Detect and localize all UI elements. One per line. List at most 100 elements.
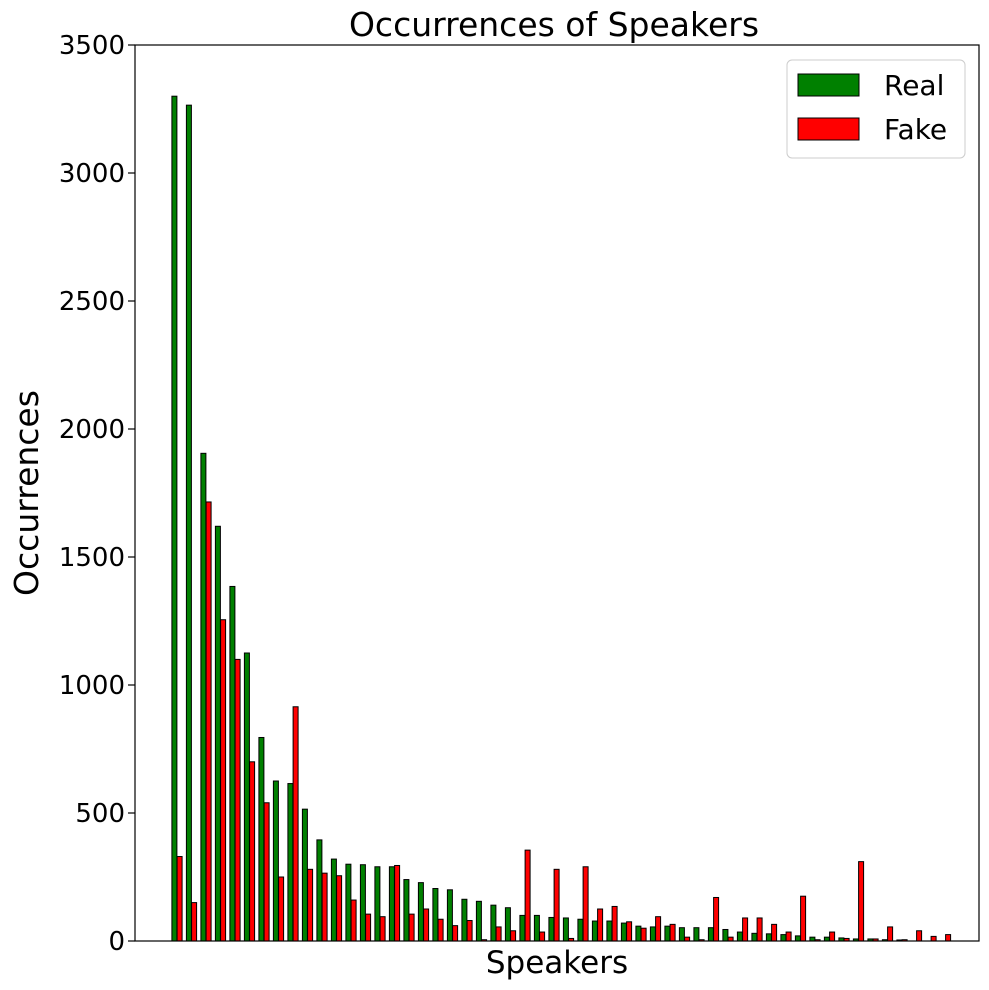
bar-fake — [365, 913, 372, 942]
bar-real — [765, 933, 772, 942]
bar-real — [577, 918, 584, 942]
bar-real — [548, 916, 555, 942]
bar-real — [330, 858, 337, 942]
bar-fake — [945, 934, 952, 942]
bar-real — [258, 736, 265, 942]
bar-real — [707, 927, 714, 942]
bar-fake — [278, 876, 285, 942]
bar-fake — [524, 849, 531, 942]
legend-label-fake: Fake — [884, 113, 947, 146]
bar-fake — [640, 927, 647, 942]
bar-real — [664, 925, 671, 942]
bar-fake — [553, 868, 560, 942]
bar-real — [345, 863, 352, 942]
legend-label-real: Real — [884, 69, 944, 102]
y-tick-label: 3500 — [59, 31, 125, 61]
bar-fake — [539, 931, 546, 942]
bar-fake — [858, 861, 865, 942]
bar-real — [635, 925, 642, 942]
bar-fake — [336, 875, 343, 942]
bar-real — [736, 931, 743, 942]
bar-fake — [597, 908, 604, 942]
bar-fake — [887, 926, 894, 942]
bar-real — [301, 808, 308, 942]
bar-real — [214, 525, 221, 942]
bar-fake — [626, 921, 633, 942]
bar-real — [185, 104, 192, 942]
bar-real — [693, 927, 700, 942]
bar-real — [446, 889, 453, 942]
bar-real — [272, 780, 279, 942]
bar-real — [678, 927, 685, 942]
bar-real — [403, 879, 410, 942]
bar-fake — [452, 925, 459, 942]
bar-real — [562, 917, 569, 942]
bar-fake — [292, 706, 299, 942]
bar-fake — [176, 856, 183, 942]
y-tick-label: 1000 — [59, 671, 125, 701]
bar-real — [229, 585, 236, 942]
bar-real — [591, 920, 598, 942]
bar-fake — [756, 917, 763, 942]
bar-real — [200, 452, 207, 942]
bar-fake — [611, 905, 618, 942]
bar-fake — [234, 658, 241, 942]
bar-fake — [655, 916, 662, 942]
legend: Real Fake — [786, 59, 966, 159]
bar-fake — [466, 920, 473, 942]
bar-real — [606, 920, 613, 942]
bar-real — [475, 900, 482, 942]
bar-fake — [205, 501, 212, 942]
legend-swatch-fake — [797, 117, 860, 141]
bar-real — [504, 907, 511, 942]
bar-fake — [742, 917, 749, 942]
bar-fake — [582, 866, 589, 942]
y-tick-label: 500 — [75, 799, 125, 829]
bar-fake — [669, 923, 676, 942]
plot-frame — [134, 44, 980, 942]
bar-fake — [408, 913, 415, 942]
bar-fake — [785, 931, 792, 942]
bar-fake — [713, 896, 720, 942]
bar-fake — [771, 923, 778, 942]
bar-real — [374, 866, 381, 942]
y-axis-ticks: 0 500 1000 1500 2000 2500 3000 3500 — [59, 31, 135, 957]
bar-real — [432, 888, 439, 942]
y-tick-label: 1500 — [59, 543, 125, 573]
y-tick-label: 0 — [108, 927, 125, 957]
bar-fake — [829, 931, 836, 942]
bar-fake — [307, 868, 314, 942]
bar-fake — [263, 802, 270, 942]
bar-fake — [321, 872, 328, 942]
bar-real — [316, 839, 323, 942]
bar-fake — [220, 619, 227, 942]
y-axis-label: Occurrences — [7, 390, 46, 596]
bar-real — [490, 904, 497, 942]
bar-fake — [379, 916, 386, 942]
bar-real — [388, 866, 395, 942]
bar-real — [780, 934, 787, 942]
bar-real — [519, 914, 526, 942]
bar-real — [751, 932, 758, 942]
legend-swatch-real — [797, 73, 860, 97]
y-tick-label: 2500 — [59, 287, 125, 317]
bar-fake — [350, 899, 357, 942]
bar-fake — [930, 935, 937, 942]
x-axis-label: Speakers — [486, 945, 628, 981]
bar-fake — [916, 930, 923, 942]
y-tick-label: 2000 — [59, 415, 125, 445]
bar-fake — [394, 864, 401, 942]
bar-real — [417, 882, 424, 942]
bar-real — [461, 898, 468, 942]
bar-real — [620, 922, 627, 942]
chart-bars — [171, 95, 952, 942]
bar-fake — [191, 902, 198, 942]
bar-real — [649, 926, 656, 942]
bar-real — [287, 783, 294, 942]
bar-real — [794, 935, 801, 942]
bar-fake — [437, 918, 444, 942]
bar-real — [533, 914, 540, 942]
bar-fake — [510, 930, 517, 942]
y-tick-label: 3000 — [59, 159, 125, 189]
